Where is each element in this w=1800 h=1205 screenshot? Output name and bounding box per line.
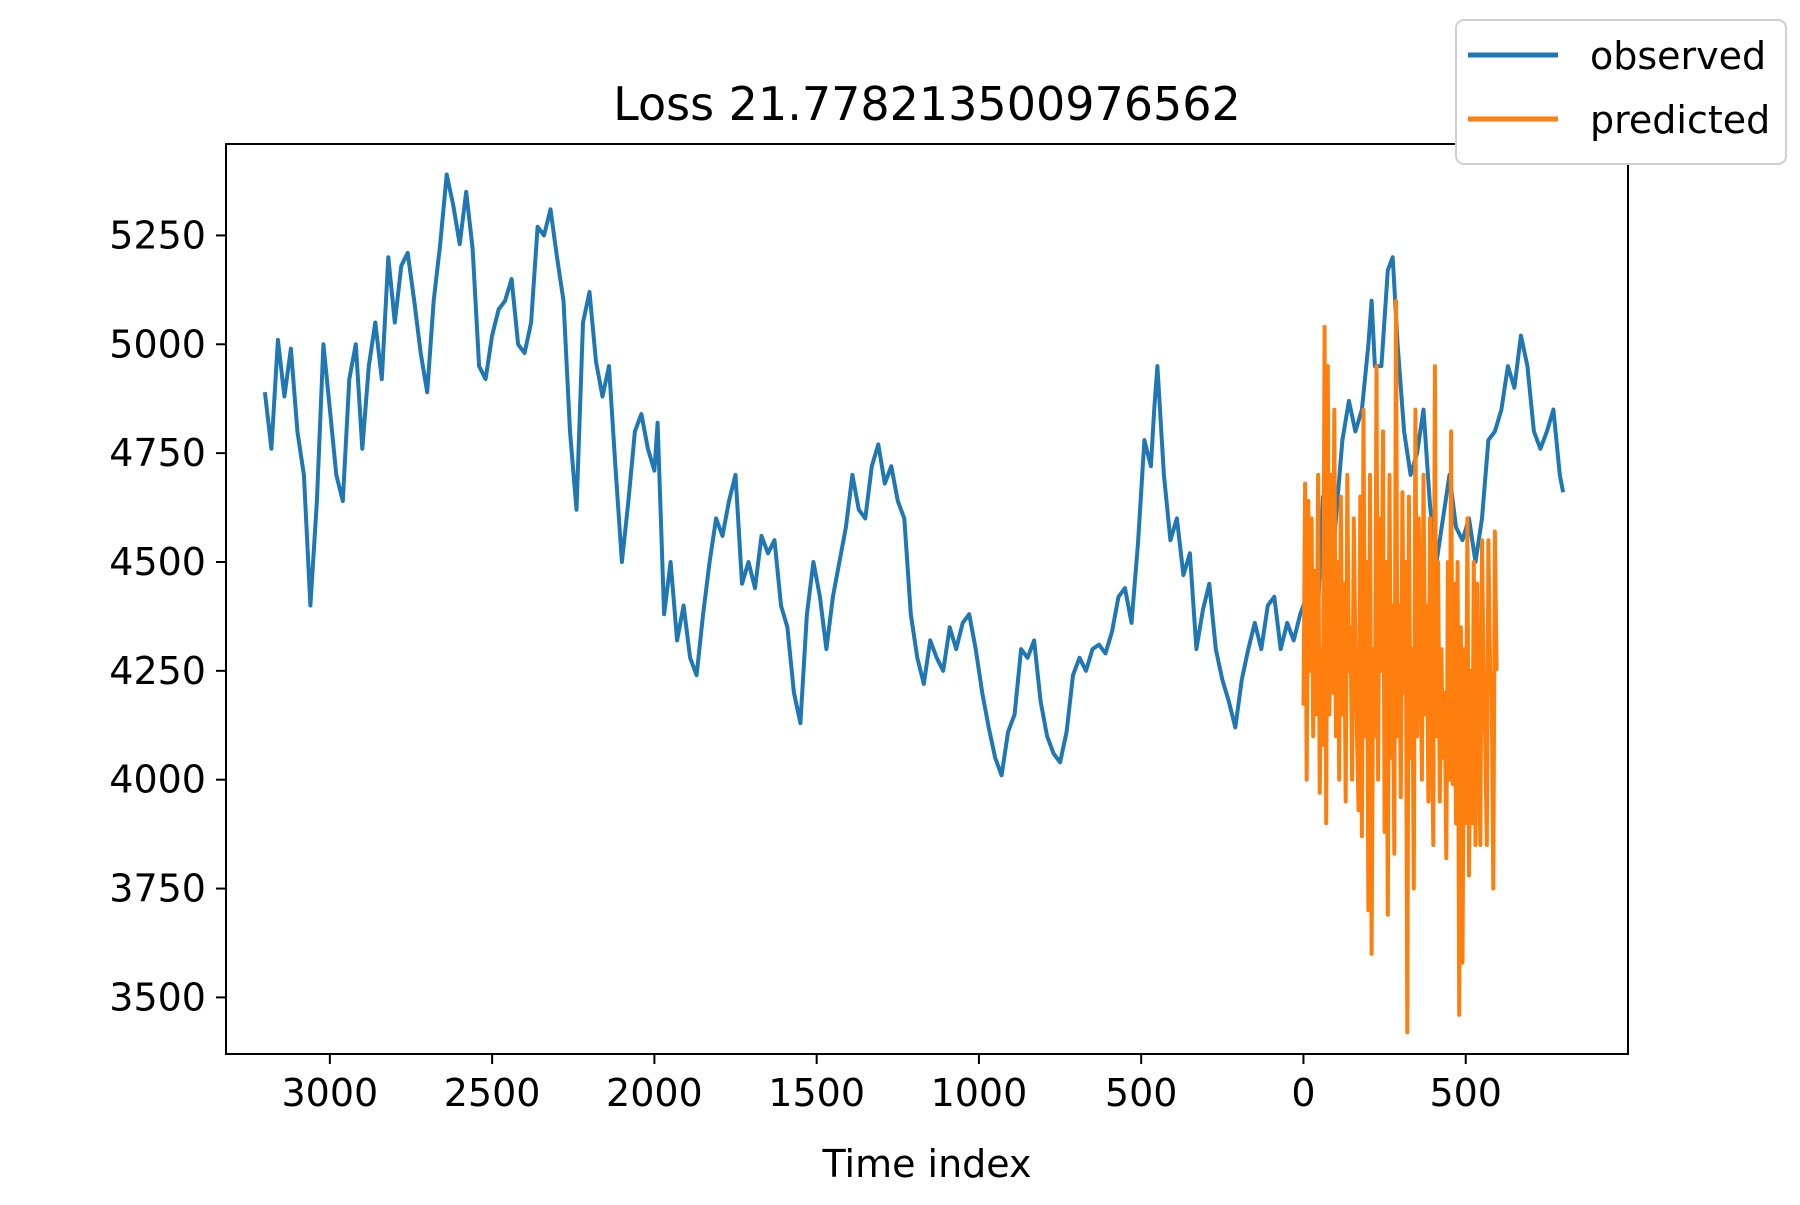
- x-tick-label: 1000: [931, 1071, 1028, 1115]
- y-tick-label: 4000: [109, 758, 206, 802]
- series-layer: [262, 172, 1566, 1035]
- chart-title: Loss 21.778213500976562: [613, 77, 1241, 131]
- plot-frame: [225, 143, 1629, 1055]
- y-tick-label: 4750: [109, 431, 206, 475]
- y-tick-label: 5250: [109, 213, 206, 257]
- legend-label-predicted: predicted: [1590, 98, 1770, 142]
- x-tick-label: 0: [1291, 1071, 1315, 1115]
- y-tick-label: 5000: [109, 322, 206, 366]
- legend-label-observed: observed: [1590, 34, 1766, 78]
- y-tick-label: 3750: [109, 867, 206, 911]
- x-axis: 3000 2500 2000 1500 1000 500 0 500: [281, 1054, 1502, 1115]
- x-tick-label: 2000: [606, 1071, 703, 1115]
- x-tick-label: 2500: [444, 1071, 541, 1115]
- y-tick-label: 3500: [109, 975, 206, 1019]
- y-axis: 3500 3750 4000 4250 4500 4750 5000 5250: [109, 213, 226, 1019]
- y-tick-label: 4250: [109, 649, 206, 693]
- y-tick-label: 4500: [109, 540, 206, 584]
- x-tick-label: 500: [1105, 1071, 1178, 1115]
- x-tick-label: 3000: [281, 1071, 378, 1115]
- x-axis-label: Time index: [821, 1142, 1031, 1186]
- x-tick-label: 1500: [768, 1071, 865, 1115]
- legend: observed predicted: [1455, 19, 1787, 165]
- series-line-predicted: [1301, 298, 1499, 1035]
- series-line-observed: [262, 172, 1566, 778]
- x-tick-label: 500: [1429, 1071, 1502, 1115]
